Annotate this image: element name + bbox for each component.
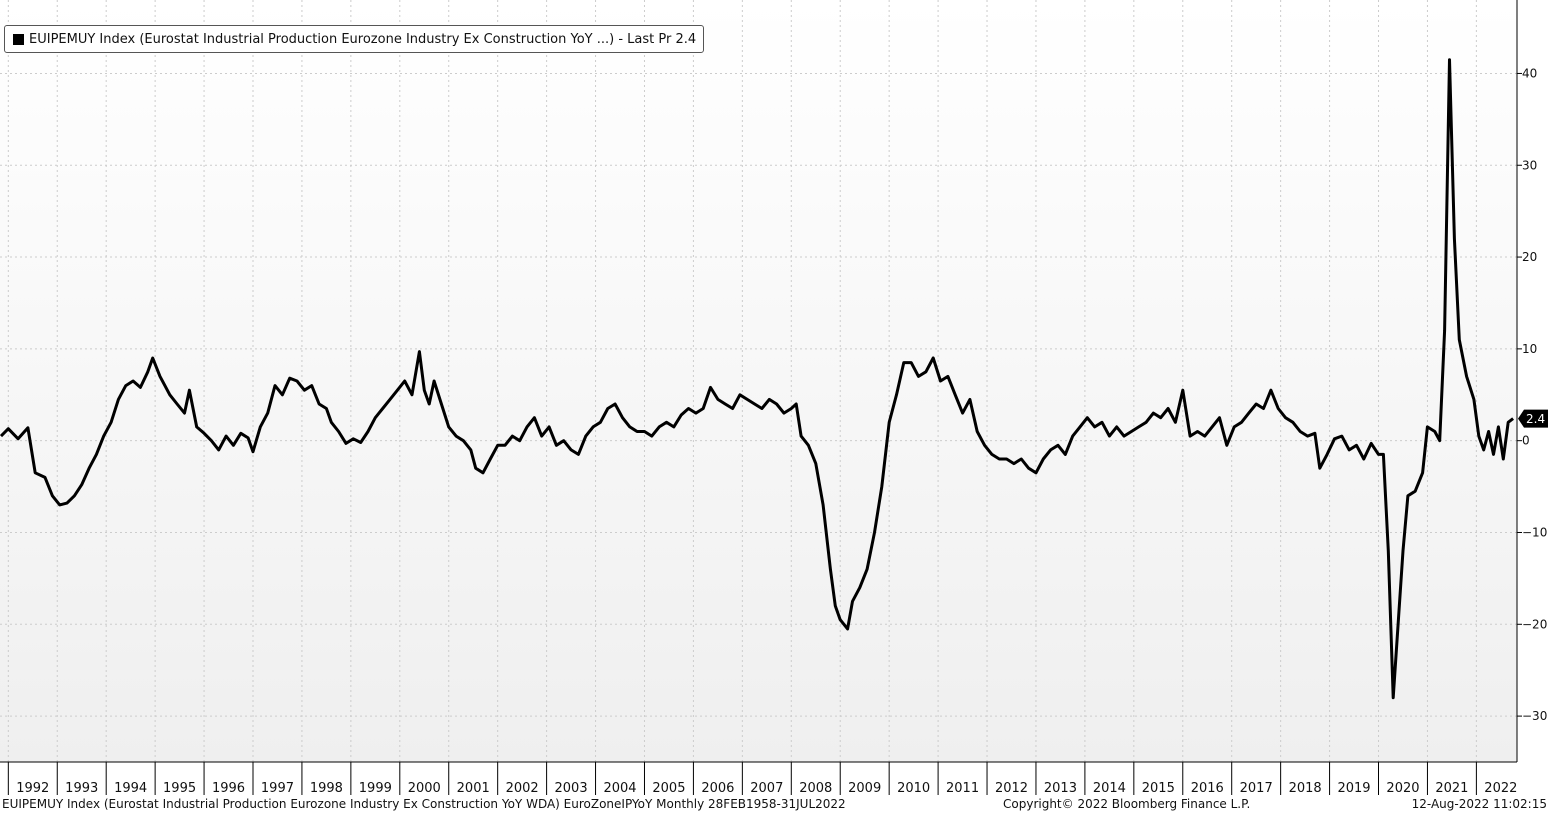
x-tick-label: 1995: [163, 781, 196, 796]
y-tick-label: 10: [1522, 342, 1537, 356]
legend-swatch: [13, 33, 24, 45]
x-tick-label: 2017: [1240, 781, 1273, 796]
x-tick-label: 2006: [701, 781, 734, 796]
x-tick-label: 2022: [1484, 781, 1517, 796]
x-tick-label: 2020: [1386, 781, 1419, 796]
x-tick-label: 2013: [1044, 781, 1077, 796]
x-tick-label: 2011: [946, 781, 979, 796]
x-tick-label: 2000: [408, 781, 441, 796]
x-tick-label: 2004: [603, 781, 636, 796]
last-value-label: 2.4: [1526, 412, 1545, 426]
y-tick-label: −20: [1522, 617, 1547, 631]
x-tick-label: 1993: [65, 781, 98, 796]
y-tick-label: −30: [1522, 709, 1547, 723]
x-tick-label: 2003: [555, 781, 588, 796]
x-tick-label: 2012: [995, 781, 1028, 796]
x-tick-label: 2021: [1435, 781, 1468, 796]
x-tick-label: 2016: [1191, 781, 1224, 796]
y-axis-ticks: 40 30 20 10 0 −10 −20 −30: [1517, 66, 1547, 723]
x-tick-label: 1994: [114, 781, 147, 796]
x-tick-label: 2018: [1289, 781, 1322, 796]
x-tick-label: 2002: [506, 781, 539, 796]
x-tick-label: 2015: [1142, 781, 1175, 796]
x-tick-label: 1998: [310, 781, 343, 796]
legend: EUIPEMUY Index (Eurostat Industrial Prod…: [4, 25, 705, 53]
footer-ticker-info: EUIPEMUY Index (Eurostat Industrial Prod…: [2, 797, 846, 811]
x-tick-label: 1992: [16, 781, 49, 796]
y-tick-label: 0: [1522, 434, 1530, 448]
x-tick-label: 2014: [1093, 781, 1126, 796]
series-line: [0, 58, 1515, 700]
x-tick-label: 2010: [897, 781, 930, 796]
x-tick-label: 1999: [359, 781, 392, 796]
last-value-tag-shape: [1518, 409, 1548, 428]
plot-background: [0, 0, 1517, 762]
y-tick-label: 30: [1522, 158, 1537, 172]
x-tick-label: 2005: [652, 781, 685, 796]
x-tick-label: 1997: [261, 781, 294, 796]
x-tick-label: 2001: [457, 781, 490, 796]
legend-label: EUIPEMUY Index (Eurostat Industrial Prod…: [29, 31, 697, 47]
last-value-tag: 2.4: [1518, 409, 1548, 428]
vertical-gridlines: [7, 0, 1477, 762]
y-tick-label: 20: [1522, 250, 1537, 264]
x-tick-label: 2019: [1337, 781, 1370, 796]
y-tick-label: −10: [1522, 525, 1547, 539]
y-tick-label: 40: [1522, 66, 1537, 80]
x-tick-label: 2008: [799, 781, 832, 796]
x-tick-label: 1996: [212, 781, 245, 796]
x-axis-ticks: 1992 1993 1994 1995 1996 1997 1998 1999 2000 2001…: [7, 762, 1517, 796]
x-tick-label: 2009: [848, 781, 881, 796]
footer-timestamp: 12-Aug-2022 11:02:15: [1411, 797, 1547, 811]
footer-copyright: Copyright© 2022 Bloomberg Finance L.P.: [1003, 797, 1251, 811]
x-tick-label: 2007: [750, 781, 783, 796]
